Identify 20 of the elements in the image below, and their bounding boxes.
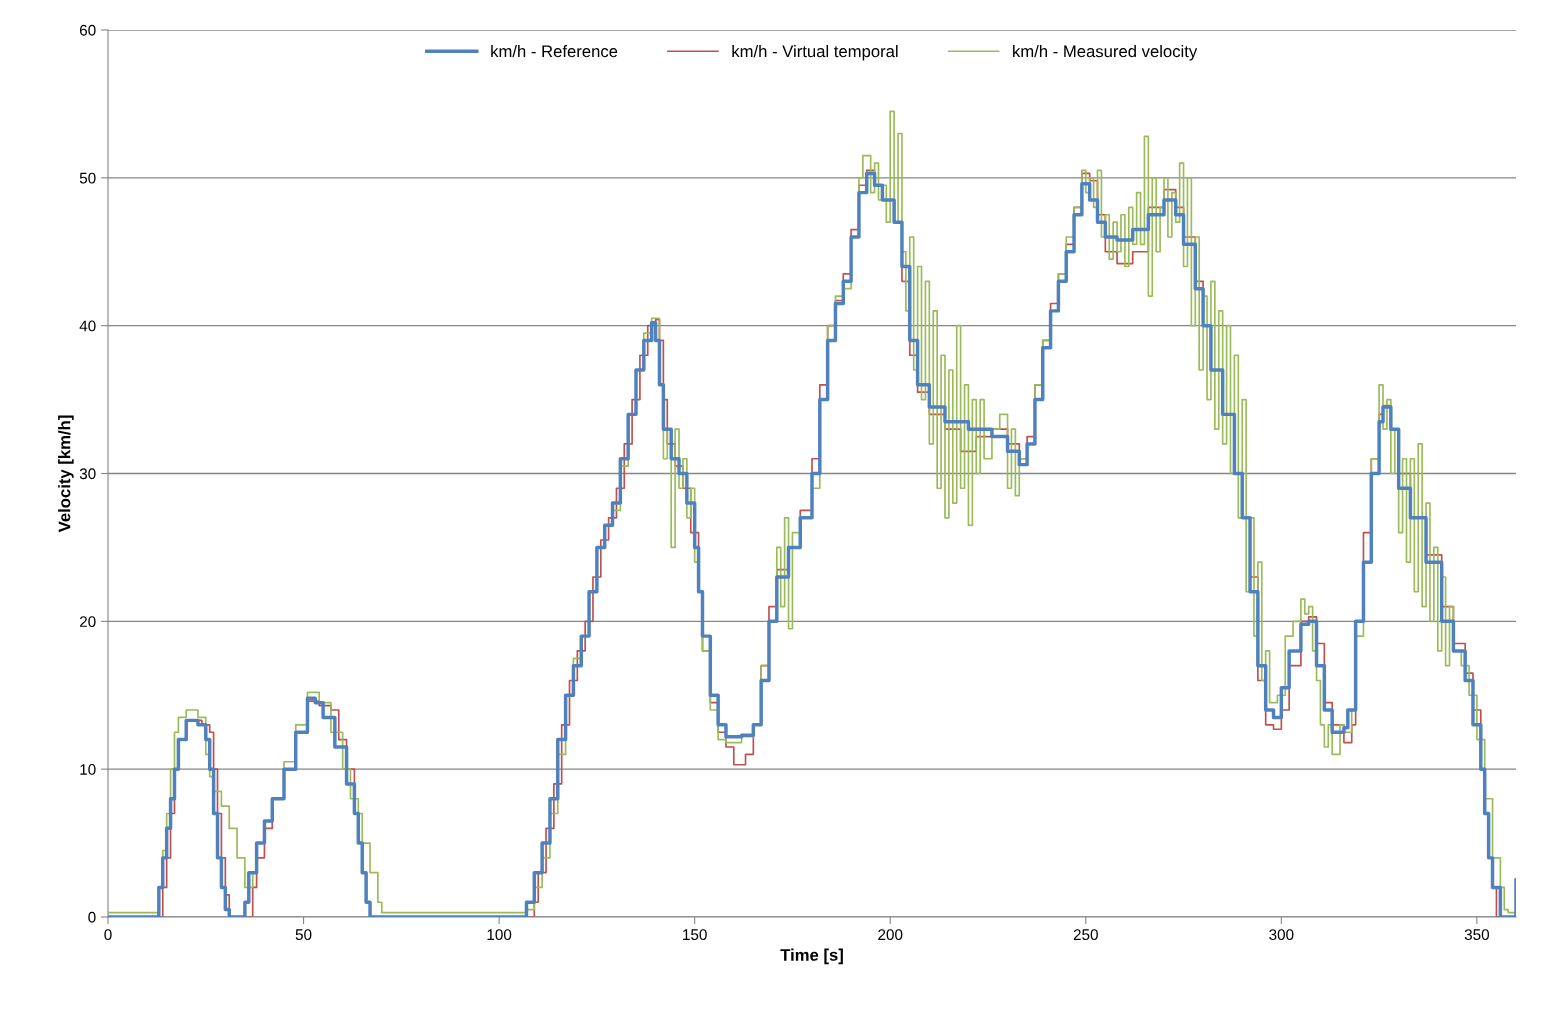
y-tick-label: 30 xyxy=(79,468,96,480)
x-tick-label: 250 xyxy=(1073,929,1098,941)
legend-label: km/h - Measured velocity xyxy=(1013,45,1198,61)
x-tick-label: 150 xyxy=(683,929,707,941)
y-tick-label: 60 xyxy=(79,24,96,36)
y-tick-label: 40 xyxy=(79,320,96,332)
x-tick-label: 200 xyxy=(878,929,903,941)
x-tick-label: 100 xyxy=(487,929,512,941)
x-tick-label: 350 xyxy=(1464,929,1490,941)
x-axis-title: Time [s] xyxy=(780,948,843,965)
legend-label: km/h - Virtual temporal xyxy=(732,45,898,61)
x-tick-label: 300 xyxy=(1269,929,1294,941)
y-tick-label: 0 xyxy=(88,911,96,923)
y-tick-label: 10 xyxy=(80,764,96,775)
x-tick-label: 50 xyxy=(295,929,312,941)
y-tick-label: 20 xyxy=(79,616,96,628)
y-tick-label: 50 xyxy=(79,172,96,184)
y-axis-title: Velocity [km/h] xyxy=(58,415,74,533)
x-tick-label: 0 xyxy=(104,929,112,941)
legend-label: km/h - Reference xyxy=(491,45,618,58)
